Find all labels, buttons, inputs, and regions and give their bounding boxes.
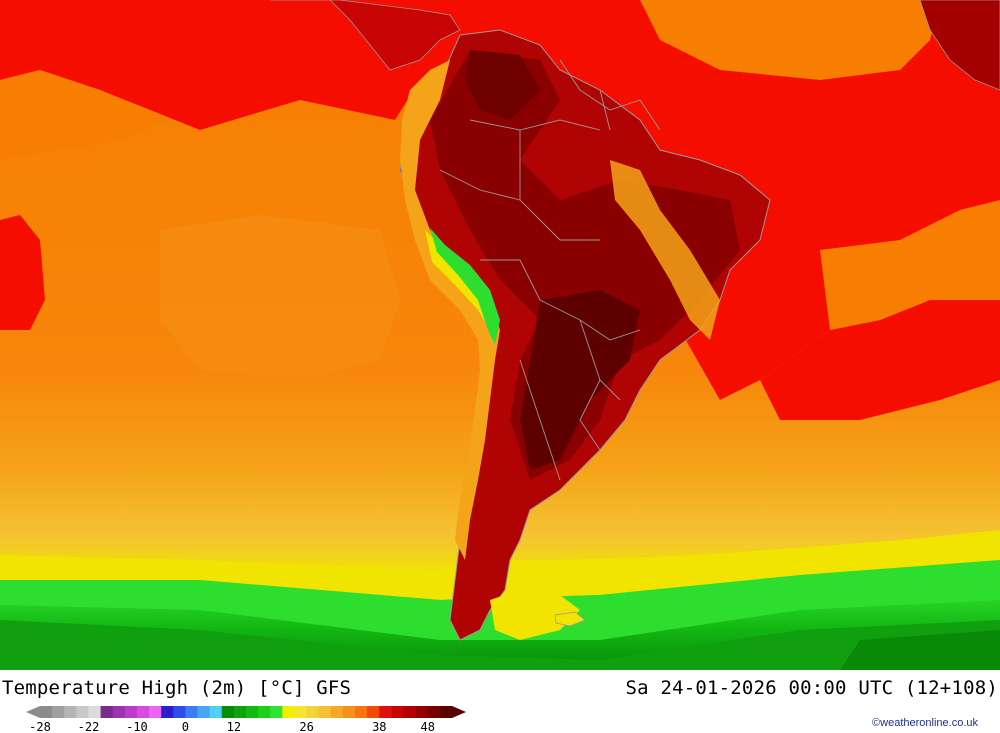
legend-tick-label: -22 [78,720,100,732]
legend-swatch [100,706,114,718]
legend-tick-label: -10 [126,720,148,732]
legend-swatch [427,706,441,718]
legend-swatch [330,706,344,718]
legend-swatch [52,706,65,718]
legend-swatch [270,706,283,718]
legend-swatch [112,706,126,718]
warm-ocean-patch-nw [0,70,170,160]
hottest-core-central [520,290,640,470]
andes-green-strip [430,228,500,345]
legend-swatch [391,706,404,718]
legend-swatch [124,706,138,718]
legend-swatch [161,706,174,718]
hottest-core-north [465,50,540,120]
legend-tick-label: 38 [372,720,386,732]
valid-time: Sa 24-01-2026 00:00 UTC (12+108) [625,677,998,699]
legend-arrow-low [26,706,40,718]
legend-arrow-high [452,706,466,718]
hot-ocean-west-patch [0,215,45,330]
legend-swatch [185,706,198,718]
legend-tick-label: 48 [421,720,435,732]
legend-swatch [258,706,271,718]
legend-tick-label: 26 [299,720,313,732]
central-america-land [270,0,461,71]
legend-swatch [282,706,295,718]
color-legend: -28 -22 -10 0 12 26 38 48 [26,706,466,732]
pacific-cool-patch [160,215,400,380]
footer-bar: Temperature High (2m) [°C] GFS Sa 24-01-… [0,670,1000,733]
legend-swatch [209,706,223,718]
legend-swatch [76,706,89,718]
andes-cool-strip [400,60,500,560]
hot-ocean-east [760,300,1000,420]
legend-swatch [415,706,429,718]
legend-swatch [88,706,101,718]
south-green-dark [0,620,1000,670]
temperature-map [0,0,1000,670]
hot-ocean-north [0,0,1000,400]
legend-swatch [221,706,235,718]
legend-swatch [149,706,162,718]
legend-swatch [173,706,186,718]
legend-swatch [136,706,150,718]
patagonia-yellow [490,590,580,640]
legend-swatch [318,706,332,718]
warm-ocean-patch-ne [640,0,940,80]
northwest-africa-corner [919,0,1000,91]
legend-swatch [367,706,380,718]
legend-swatch [355,706,368,718]
country-borders [439,59,661,481]
legend-tick-label: 0 [182,720,189,732]
brazil-plateau-warm [610,160,720,340]
legend-tick-label: -28 [29,720,51,732]
legend-swatch [403,706,417,718]
legend-swatch [246,706,259,718]
legend-swatch [64,706,77,718]
legend-swatch [306,706,320,718]
legend-swatch [233,706,247,718]
legend-tick-label: 12 [227,720,241,732]
hotter-interior [430,50,740,480]
legend-swatch [197,706,211,718]
falklands [554,611,586,627]
map-title: Temperature High (2m) [°C] GFS [2,677,352,699]
warm-ocean-east-band [820,200,1000,330]
legend-swatch [379,706,392,718]
south-green-darkest [840,630,1000,670]
legend-swatch [439,706,453,718]
legend-swatch [294,706,307,718]
legend-swatch [342,706,356,718]
legend-swatch [40,706,53,718]
credit-link[interactable]: ©weatheronline.co.uk [872,717,978,729]
